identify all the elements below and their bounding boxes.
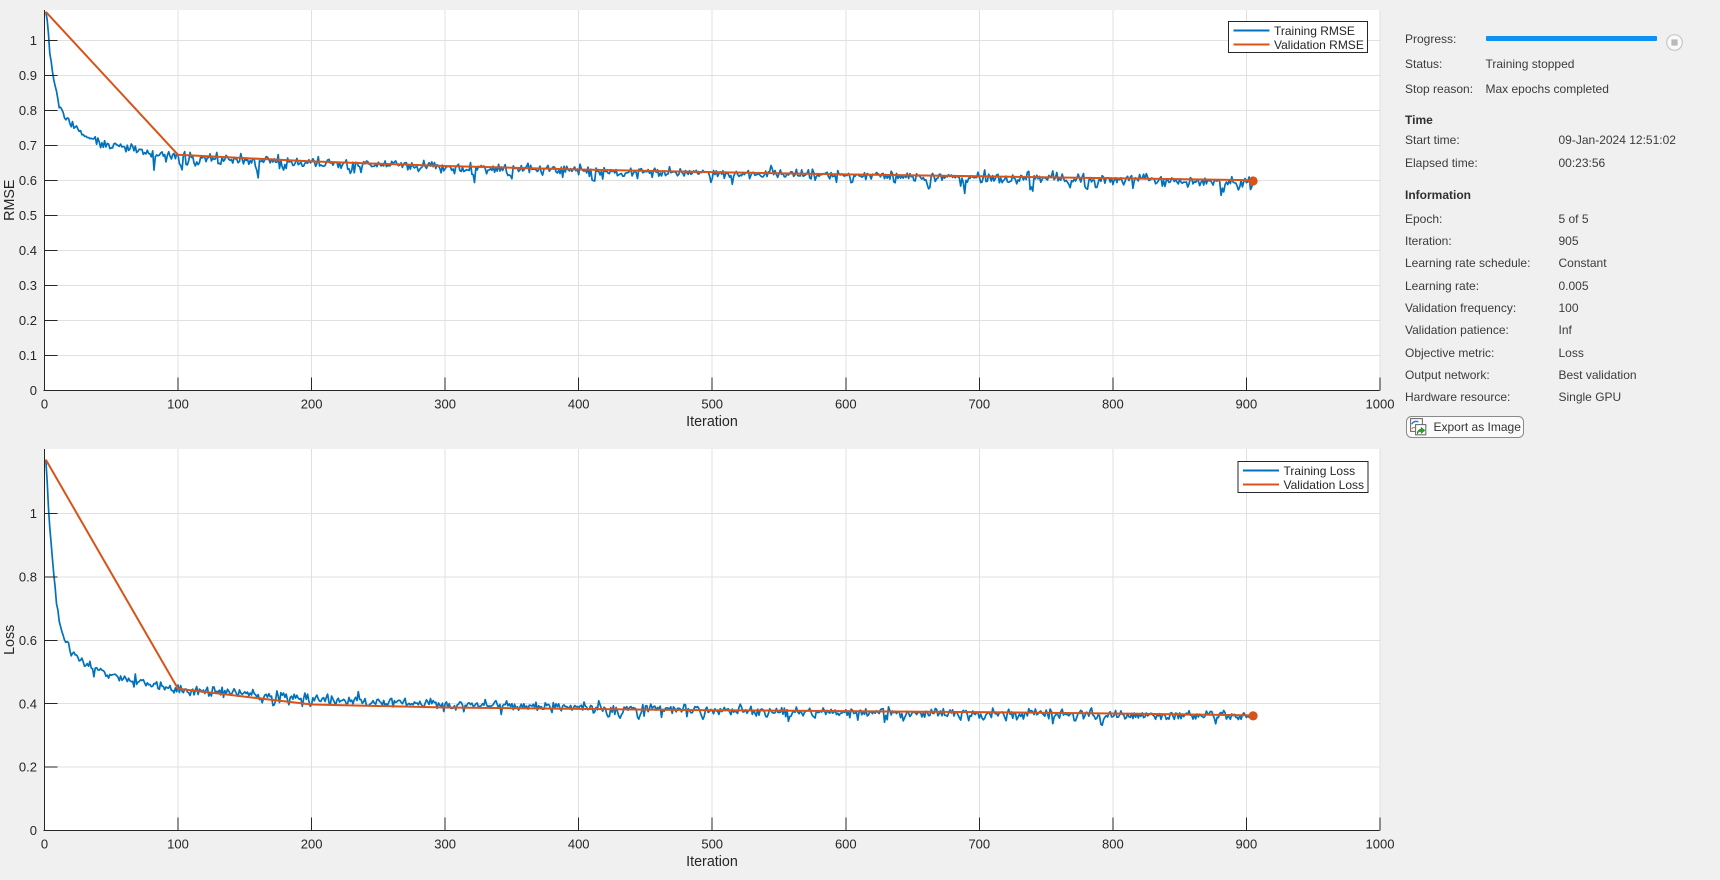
svg-text:1000: 1000 — [1366, 397, 1395, 412]
svg-text:300: 300 — [434, 397, 456, 412]
svg-text:700: 700 — [968, 837, 990, 852]
svg-text:500: 500 — [701, 397, 723, 412]
svg-text:Loss: Loss — [2, 625, 18, 655]
svg-text:0.8: 0.8 — [19, 570, 37, 585]
svg-text:0.5: 0.5 — [19, 208, 37, 223]
svg-text:600: 600 — [835, 397, 857, 412]
svg-text:Training Loss: Training Loss — [1284, 464, 1356, 478]
svg-text:800: 800 — [1102, 837, 1124, 852]
svg-text:300: 300 — [434, 837, 456, 852]
svg-text:0.1: 0.1 — [19, 348, 37, 363]
svg-text:Validation RMSE: Validation RMSE — [1274, 38, 1364, 52]
svg-text:0.6: 0.6 — [19, 633, 37, 648]
svg-text:RMSE: RMSE — [2, 180, 18, 221]
svg-text:0.2: 0.2 — [19, 313, 37, 328]
svg-text:800: 800 — [1102, 397, 1124, 412]
svg-text:100: 100 — [167, 397, 189, 412]
svg-text:600: 600 — [835, 837, 857, 852]
svg-text:0.9: 0.9 — [19, 68, 37, 83]
svg-text:900: 900 — [1236, 397, 1258, 412]
svg-text:900: 900 — [1236, 837, 1258, 852]
svg-text:Validation Loss: Validation Loss — [1284, 478, 1365, 492]
svg-text:0: 0 — [41, 837, 48, 852]
svg-text:500: 500 — [701, 837, 723, 852]
svg-text:700: 700 — [968, 397, 990, 412]
svg-text:Iteration: Iteration — [686, 854, 738, 870]
svg-text:1: 1 — [30, 33, 37, 48]
svg-text:0: 0 — [41, 397, 48, 412]
svg-text:1000: 1000 — [1366, 837, 1395, 852]
svg-text:1: 1 — [30, 506, 37, 521]
svg-text:0.4: 0.4 — [19, 696, 37, 711]
svg-text:200: 200 — [301, 397, 323, 412]
svg-text:0.2: 0.2 — [19, 760, 37, 775]
svg-text:0: 0 — [30, 823, 37, 838]
svg-text:Iteration: Iteration — [686, 414, 738, 430]
svg-text:200: 200 — [301, 837, 323, 852]
svg-text:Training RMSE: Training RMSE — [1274, 24, 1355, 38]
svg-text:0.8: 0.8 — [19, 103, 37, 118]
svg-text:400: 400 — [568, 397, 590, 412]
svg-text:0.6: 0.6 — [19, 173, 37, 188]
svg-text:0.3: 0.3 — [19, 278, 37, 293]
svg-text:400: 400 — [568, 837, 590, 852]
svg-text:0.7: 0.7 — [19, 138, 37, 153]
svg-text:0: 0 — [30, 383, 37, 398]
svg-text:0.4: 0.4 — [19, 243, 37, 258]
svg-text:100: 100 — [167, 837, 189, 852]
